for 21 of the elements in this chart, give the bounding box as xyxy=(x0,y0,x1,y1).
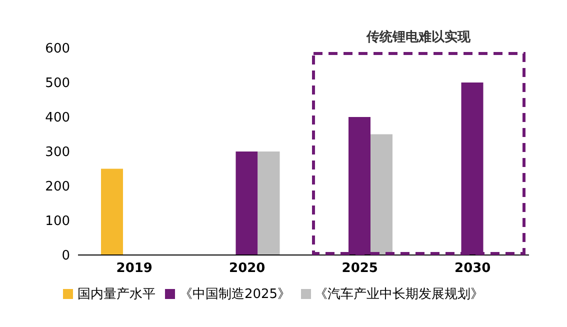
x-tick-label: 2025 xyxy=(342,261,378,276)
legend-label: 《中国制造2025》 xyxy=(179,287,291,302)
bar xyxy=(461,82,484,255)
bar xyxy=(101,168,123,255)
y-tick-label: 500 xyxy=(45,76,70,92)
y-tick-label: 200 xyxy=(45,180,70,195)
legend-label: 国内量产水平 xyxy=(77,287,156,302)
y-tick-label: 600 xyxy=(45,42,70,57)
legend-label: 《汽车产业中长期发展规划》 xyxy=(314,287,484,302)
y-tick-label: 300 xyxy=(45,145,70,160)
bar xyxy=(348,117,370,255)
x-tick-label: 2020 xyxy=(229,261,266,276)
bar xyxy=(370,134,392,255)
bar xyxy=(258,152,280,255)
x-tick-label: 2019 xyxy=(116,261,152,276)
x-tick-label: 2030 xyxy=(454,261,491,276)
text: 传统锂电难以实现 xyxy=(365,28,472,46)
y-tick-label: 400 xyxy=(45,110,70,126)
y-tick-label: 100 xyxy=(45,214,70,230)
y-tick-label: 0 xyxy=(62,248,70,264)
bar xyxy=(236,152,258,255)
